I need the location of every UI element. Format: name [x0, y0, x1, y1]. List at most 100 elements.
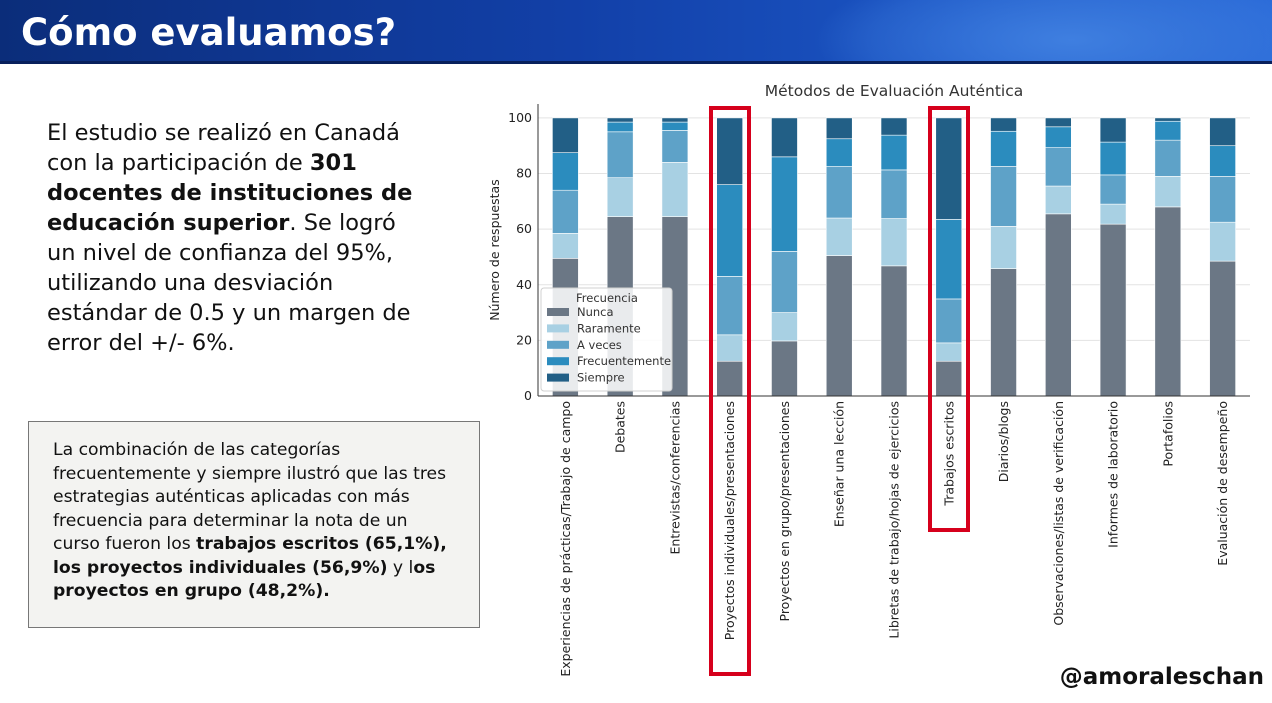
x-tick-label: Entrevistas/conferencias	[667, 401, 682, 554]
legend-item-label: Siempre	[577, 371, 625, 385]
bar-segment	[825, 255, 853, 397]
bar-segment	[990, 130, 1017, 167]
bar-segment	[880, 134, 908, 171]
bar-segment	[1154, 117, 1182, 122]
legend-item-label: Nunca	[577, 305, 614, 319]
x-tick-label: Debates	[613, 401, 628, 453]
bar-segment	[661, 117, 689, 123]
bar-segment	[606, 177, 634, 217]
bar-segment	[606, 117, 634, 123]
summary-bold-2: os proyectos en grupo (48,2%).	[53, 557, 436, 602]
bar-segment	[1209, 176, 1236, 223]
bar-segment	[661, 121, 689, 131]
chart-title: Métodos de Evaluación Auténtica	[765, 82, 1024, 100]
bar-segment	[935, 219, 963, 300]
bar-segment	[880, 265, 908, 397]
legend-box	[540, 287, 673, 392]
bar-segment	[1154, 176, 1182, 208]
legend-swatch-3	[547, 357, 569, 366]
bar-segment	[880, 117, 908, 136]
bar-segment	[661, 130, 689, 163]
author-handle: @amoraleschan	[1059, 664, 1264, 690]
header-banner: Cómo evaluamos?	[0, 0, 1272, 64]
legend-swatch-4	[547, 373, 569, 382]
bar-segment	[990, 268, 1017, 397]
legend-title: Frecuencia	[576, 291, 638, 305]
intro-text-2: . Se logró un nivel de confianza del 95%…	[47, 210, 411, 356]
bar-segment	[1209, 260, 1236, 397]
x-tick-label: Experiencias de prácticas/Trabajo de cam…	[558, 401, 573, 677]
bar-segment	[990, 117, 1017, 132]
bar-segment	[771, 340, 798, 397]
summary-box: La combinación de las categorías frecuen…	[28, 421, 480, 628]
bar-segment	[1209, 145, 1236, 177]
bar-segment	[825, 117, 853, 140]
bar-segment	[552, 189, 579, 234]
x-tick-label: Proyectos en grupo/presentaciones	[777, 401, 792, 622]
bar-segment	[1045, 185, 1072, 215]
bar-segment	[1099, 141, 1127, 176]
x-tick-label: Libretas de trabajo/hojas de ejercicios	[887, 401, 902, 639]
bar-segment	[1045, 117, 1072, 128]
bar-segment	[1099, 174, 1127, 205]
highlight-box	[708, 105, 751, 677]
bar-segment	[606, 131, 634, 178]
bar-segment	[1099, 203, 1127, 225]
bar-segment	[935, 360, 963, 397]
bar-segment	[716, 360, 743, 397]
intro-paragraph: El estudio se realizó en Canadá con la p…	[47, 118, 427, 358]
intro-bold-1: 301 docentes de instituciones de educaci…	[47, 150, 413, 236]
y-tick-label: 100	[508, 110, 532, 125]
bar-segment	[935, 117, 963, 220]
bar-segment	[552, 152, 579, 191]
summary-bold-1: trabajos escritos (65,1%), los proyectos…	[53, 534, 447, 578]
bar-segment	[1045, 147, 1072, 187]
x-tick-label: Enseñar una lección	[832, 401, 847, 527]
bar-segment	[606, 121, 634, 133]
bar-segment	[552, 117, 579, 153]
bar-segment	[880, 169, 908, 219]
bar-segment	[1045, 126, 1072, 148]
y-tick-label: 20	[516, 332, 532, 347]
x-tick-label: Observaciones/listas de verificación	[1051, 401, 1066, 626]
bar-segment	[1209, 117, 1236, 147]
legend-item-label: A veces	[577, 338, 622, 352]
bar-segment	[552, 233, 579, 259]
x-tick-label: Diarios/blogs	[996, 401, 1011, 482]
summary-text-2: y l	[387, 557, 414, 578]
legend-swatch-2	[547, 340, 569, 349]
bar-segment	[771, 117, 798, 158]
y-tick-label: 60	[516, 221, 532, 236]
x-tick-label: Proyectos individuales/presentaciones	[722, 401, 737, 640]
x-tick-label: Trabajos escritos	[941, 401, 956, 507]
bar-segment	[825, 166, 853, 219]
y-tick-label: 40	[516, 277, 532, 292]
bar-segment	[990, 226, 1017, 269]
bar-segment	[1099, 117, 1127, 143]
bar-segment	[716, 117, 743, 185]
bar-segment	[1154, 120, 1182, 141]
bar-segment	[1045, 213, 1072, 397]
legend-item-label: Raramente	[577, 321, 641, 335]
bar-segment	[716, 276, 743, 336]
highlight-box	[927, 105, 970, 533]
bar-segment	[990, 165, 1017, 227]
intro-text-1: El estudio se realizó en Canadá con la p…	[47, 120, 400, 176]
stacked-bar-chart: 0 20 40 60 80 100 Experiencias de prácticas/Tr…	[487, 82, 1250, 677]
bar-segment	[771, 312, 798, 342]
y-tick-label: 80	[516, 166, 532, 181]
bar-segment	[716, 184, 743, 277]
bar-segment	[716, 334, 743, 362]
x-tick-label: Evaluación de desempeño	[1215, 401, 1230, 566]
legend-item-label: Frecuentemente	[577, 354, 671, 368]
summary-text-1: La combinación de las categorías frecuen…	[53, 440, 447, 554]
header-decoration	[812, 0, 1272, 64]
bar-segment	[771, 251, 798, 313]
bar-segment	[771, 156, 798, 252]
legend-swatch-0	[547, 308, 569, 316]
bar-segment	[825, 138, 853, 167]
x-tick-label: Portafolios	[1160, 401, 1175, 467]
header-underline	[0, 61, 1272, 64]
bar-segment	[1209, 221, 1236, 262]
bar-segment	[1099, 223, 1127, 397]
